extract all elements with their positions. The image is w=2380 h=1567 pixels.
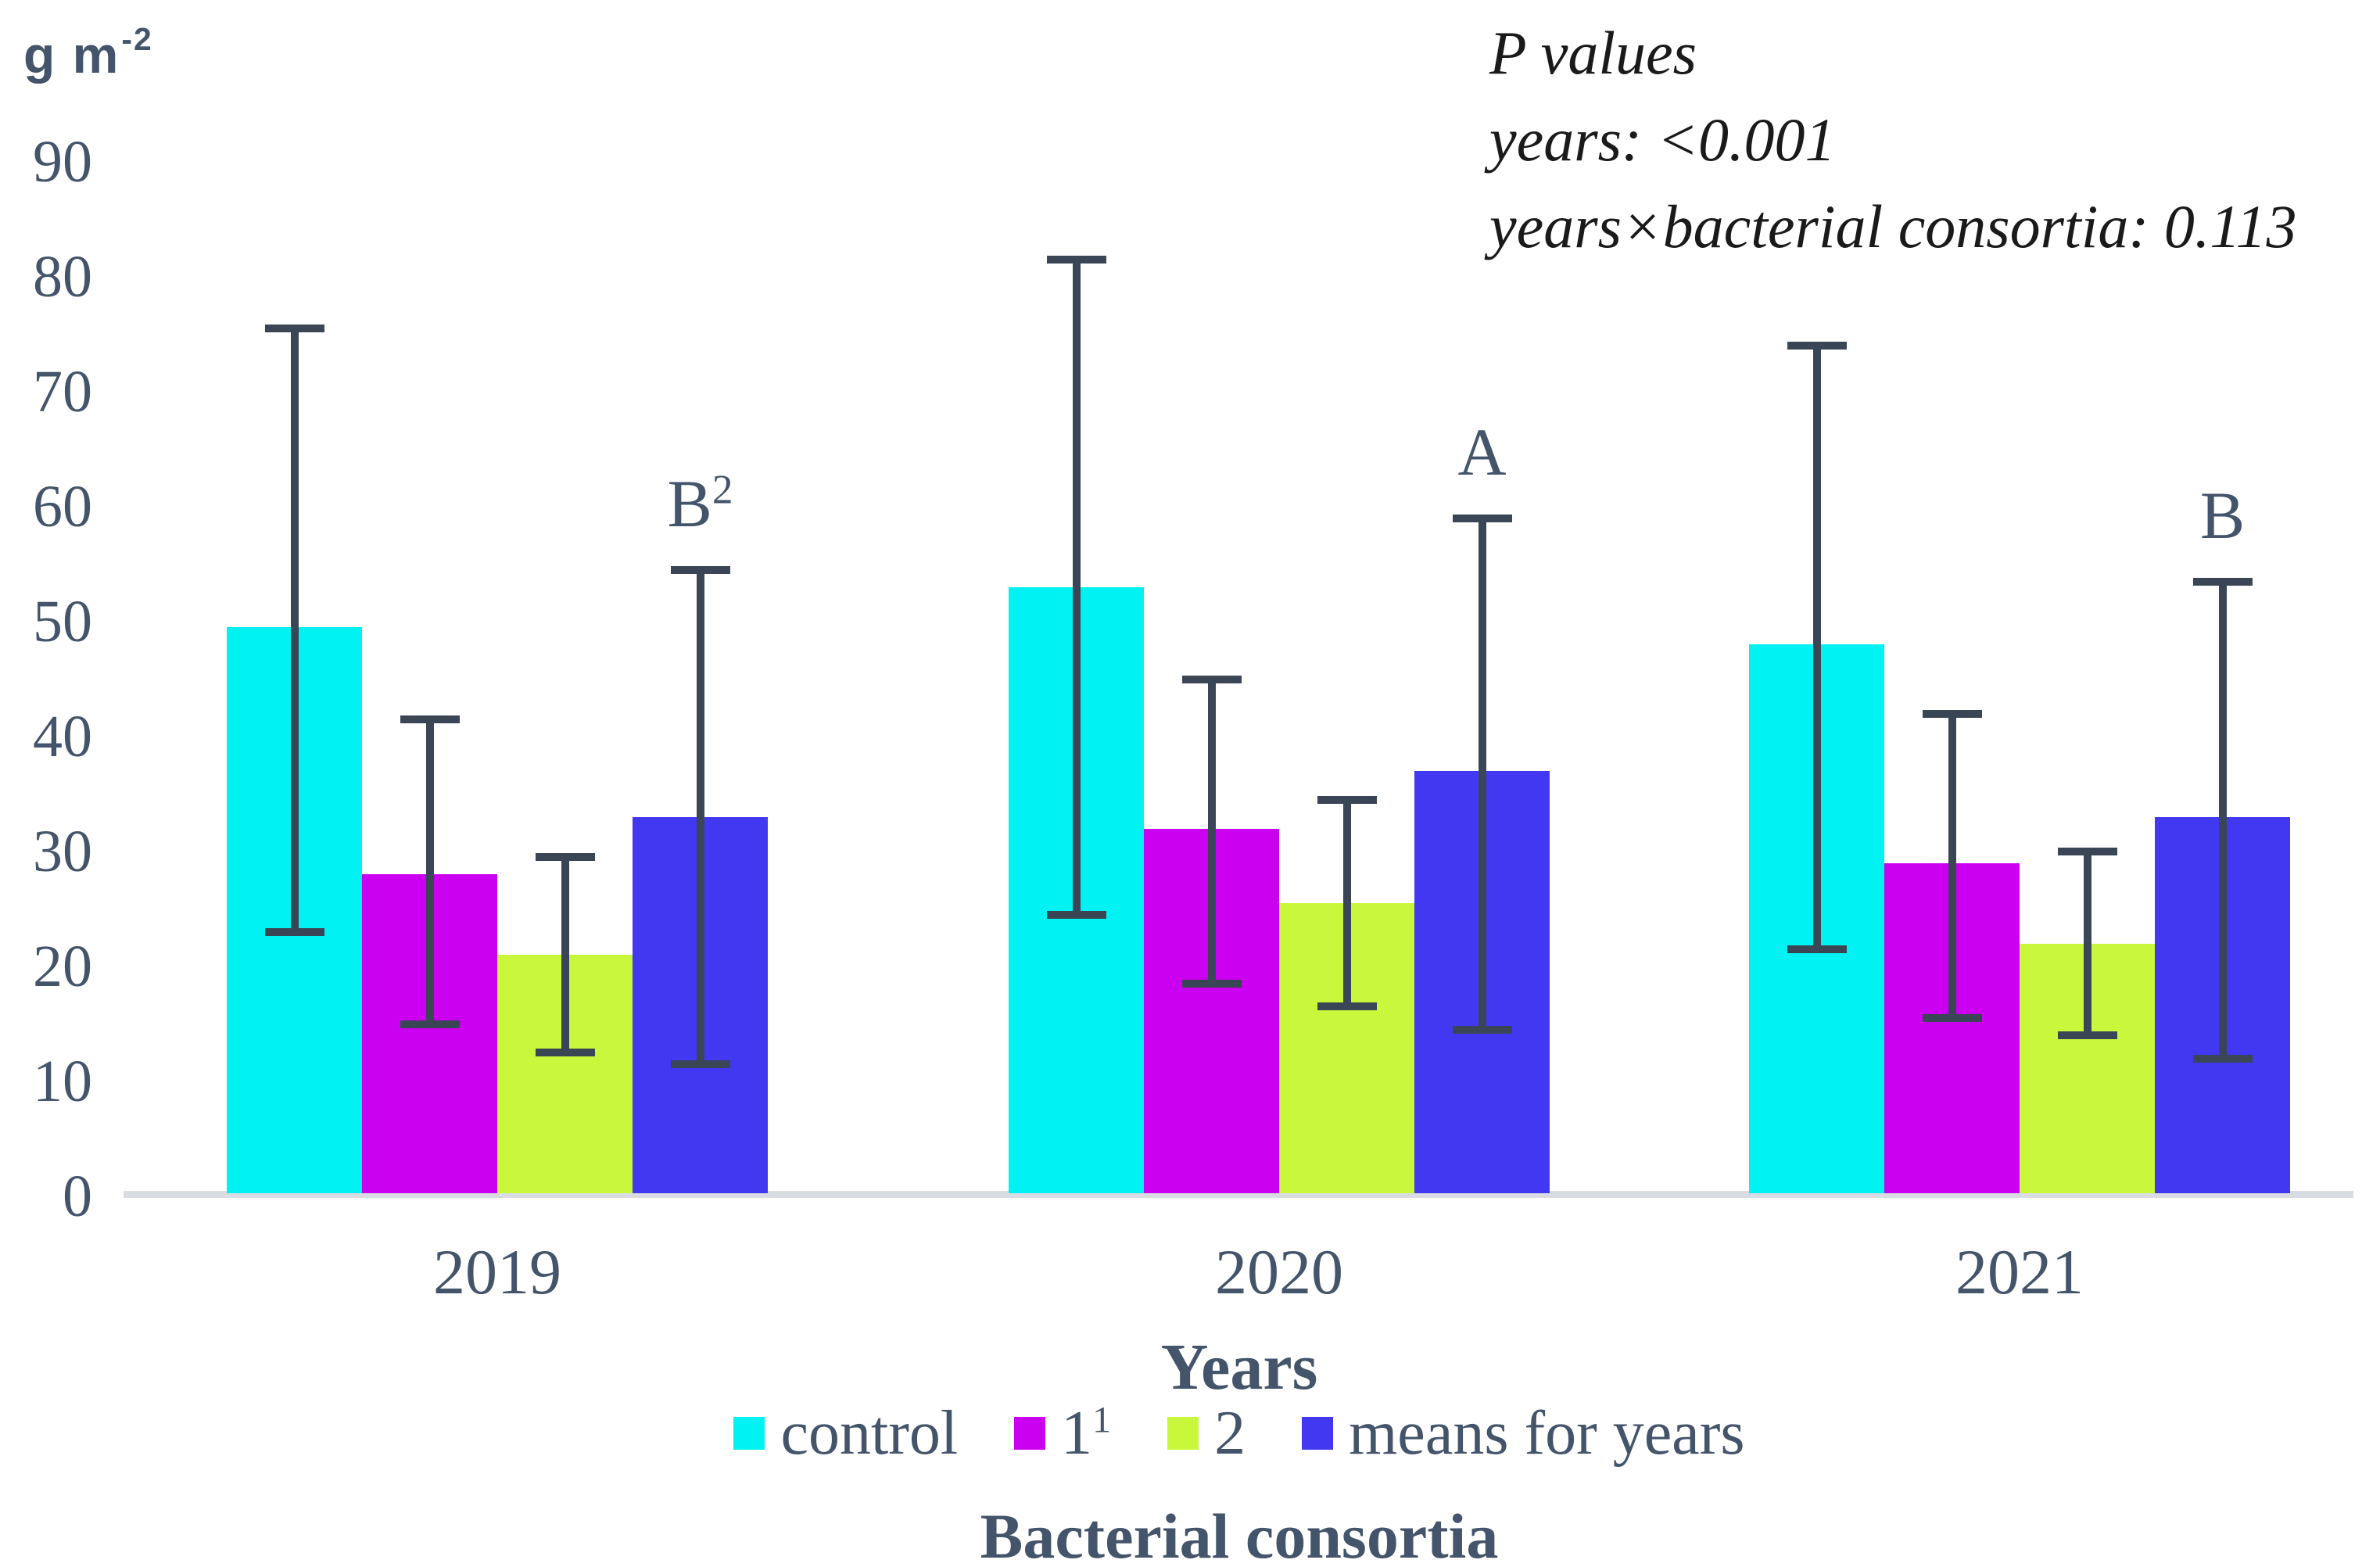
error-bar-line: [1812, 346, 1821, 949]
error-bar-cap: [1181, 676, 1242, 683]
legend-label: control: [780, 1399, 959, 1468]
legend-swatch-icon: [1014, 1417, 1046, 1450]
x-axis-category-label-2021: 2021: [1955, 1236, 2084, 1307]
y-axis-tick-label: 80: [33, 244, 92, 310]
error-bar-cap: [1181, 980, 1242, 988]
error-bar-line: [696, 570, 704, 1064]
error-bar-line: [1342, 800, 1351, 1006]
significance-letter-2021: B: [2199, 478, 2246, 553]
error-bar-cap: [264, 928, 324, 936]
error-bar-cap: [2192, 1055, 2253, 1063]
p-values-years-line: years: <0.001: [1489, 106, 1836, 174]
significance-letter-2019: B2: [667, 465, 733, 541]
legend-label: 11: [1061, 1399, 1112, 1468]
y-axis-tick-label: 70: [33, 359, 92, 425]
error-bar-cap: [1046, 256, 1106, 264]
error-bar-line: [561, 857, 569, 1052]
error-bar-line: [1072, 260, 1081, 915]
error-bar-cap: [1922, 710, 1982, 718]
legend-item-control: control: [733, 1398, 958, 1468]
error-bar-cap: [1317, 1002, 1377, 1010]
error-bar-cap: [1787, 342, 1847, 350]
legend-swatch-icon: [1167, 1417, 1199, 1450]
error-bar-line: [1948, 714, 1956, 1018]
error-bar-line: [425, 719, 434, 1024]
error-bar-cap: [535, 1049, 595, 1056]
error-bar-line: [2218, 582, 2227, 1059]
y-axis-tick-label: 60: [33, 474, 92, 540]
legend-label: means for years: [1349, 1399, 1745, 1468]
error-bar-cap: [670, 1060, 730, 1068]
legend: control 11 2 means for years: [125, 1398, 2353, 1468]
x-axis-category-label-2019: 2019: [433, 1236, 561, 1307]
y-axis-tick-label: 40: [33, 704, 92, 769]
error-bar-cap: [1922, 1014, 1982, 1022]
p-values-interaction-line: years×bacterial consortia: 0.113: [1489, 192, 2297, 260]
error-bar-cap: [264, 325, 324, 332]
y-axis-unit-text: g m: [23, 26, 120, 84]
y-axis-unit-label: g m-2: [23, 21, 152, 84]
error-bar-line: [1478, 518, 1486, 1030]
error-bar-line: [2083, 852, 2091, 1035]
error-bar-cap: [400, 715, 460, 723]
y-axis-tick-label: 10: [33, 1049, 92, 1114]
error-bar-cap: [2057, 1031, 2117, 1039]
error-bar-cap: [670, 566, 730, 574]
error-bar-cap: [1787, 945, 1847, 953]
p-values-annotation: P values years: <0.001 years×bacterial c…: [1489, 9, 2297, 270]
legend-item-1: 11: [1014, 1398, 1111, 1468]
error-bar-cap: [1452, 1026, 1512, 1034]
error-bar-cap: [2192, 578, 2253, 586]
legend-item-means-for-years: means for years: [1302, 1398, 1745, 1468]
error-bar-cap: [1452, 515, 1512, 522]
y-axis-tick-label: 30: [33, 819, 92, 884]
y-axis-tick-label: 50: [33, 589, 92, 654]
error-bar-cap: [400, 1020, 460, 1028]
x-axis-title: Years: [1160, 1331, 1318, 1404]
error-bar-cap: [535, 853, 595, 861]
y-axis-unit-superscript: -2: [121, 20, 153, 57]
p-values-title: P values: [1489, 19, 1697, 87]
legend-item-2: 2: [1167, 1398, 1246, 1468]
legend-label: 2: [1214, 1399, 1246, 1468]
error-bar-cap: [1317, 796, 1377, 804]
x-axis-category-label-2020: 2020: [1215, 1236, 1343, 1307]
error-bar-cap: [1046, 911, 1106, 919]
y-axis-tick-label: 0: [63, 1164, 92, 1229]
error-bar-line: [290, 328, 299, 932]
legend-title: Bacterial consortia: [980, 1501, 1499, 1567]
error-bar-line: [1207, 680, 1216, 984]
legend-swatch-icon: [733, 1417, 765, 1450]
significance-letter-2020: A: [1457, 414, 1507, 489]
error-bar-cap: [2057, 848, 2117, 855]
legend-swatch-icon: [1302, 1417, 1334, 1450]
y-axis-tick-label: 90: [33, 129, 92, 195]
x-axis-line: [124, 1191, 2353, 1198]
y-axis-tick-label: 20: [33, 934, 92, 999]
